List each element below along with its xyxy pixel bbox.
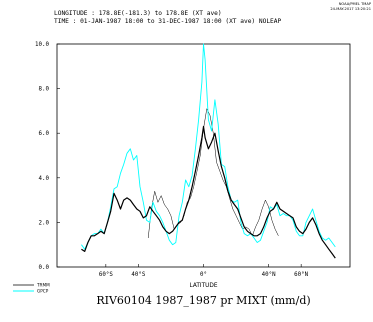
y-tick-label: 10.0 [35, 42, 49, 48]
x-tick-label: 0° [200, 272, 207, 278]
x-tick-label: 40°S [131, 272, 145, 278]
x-axis-label: LATITUDE [189, 283, 217, 289]
header-corner-org: NOAA/PMEL TMAP [339, 2, 372, 6]
y-tick-label: 4.0 [39, 176, 50, 182]
y-axis: 0.0 2.0 4.0 6.0 8.0 10.0 [35, 42, 60, 271]
x-tick-label: 60°N [294, 272, 308, 278]
x-tick-label: 60°S [99, 272, 113, 278]
x-tick-label: 40°N [262, 272, 276, 278]
header-time: TIME : 01-JAN-1987 18:00 to 31-DEC-1987 … [54, 18, 282, 25]
header-longitude: LONGITUDE : 178.8E(-181.3) to 178.8E (XT… [54, 10, 222, 17]
y-tick-label: 6.0 [39, 131, 50, 137]
plot-frame [56, 43, 351, 268]
series-line-1 [81, 43, 336, 250]
series-line-0 [147, 108, 279, 239]
header-corner-date: 24-MAY-2017 13:20:21 [330, 7, 371, 11]
x-axis: 60°S 40°S 0° 40°N 60°N [99, 264, 309, 278]
chart-title: RIV60104 1987_1987 pr MIXT (mm/d) [96, 294, 310, 307]
y-tick-label: 8.0 [39, 87, 50, 93]
legend-label: GPCP [37, 289, 49, 294]
y-tick-label: 2.0 [39, 220, 50, 226]
series-layer [81, 43, 336, 259]
y-tick-label: 0.0 [39, 265, 50, 271]
legend-label: TRMM [36, 283, 50, 288]
series-line-2 [81, 125, 336, 259]
